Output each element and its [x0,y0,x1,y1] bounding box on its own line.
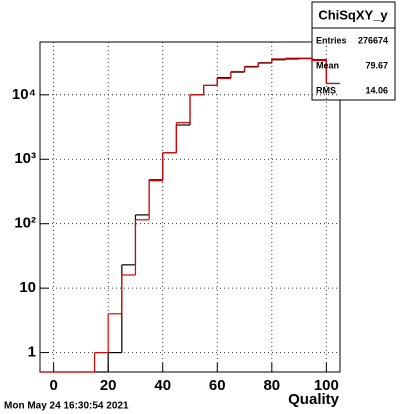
y-tick-label: 1 [28,344,36,361]
timestamp: Mon May 24 16:30:54 2021 [4,401,129,412]
y-tick-label: 10 [19,279,36,296]
x-tick-label: 80 [263,377,280,394]
y-tick-label: 10⁴ [12,86,36,103]
stats-label: RMS [316,85,336,95]
plot-frame [39,41,341,373]
stats-value: 14.06 [365,85,388,95]
x-tick-label: 20 [100,377,117,394]
stats-value: 79.67 [365,60,388,70]
stats-label: Entries [316,35,347,45]
y-tick-label: 10³ [14,150,36,167]
x-tick-label: 40 [154,377,171,394]
stats-box [311,1,396,101]
x-tick-label: 100 [314,377,339,394]
stats-value: 276674 [358,35,388,45]
stats-label: Mean [316,60,339,70]
x-tick-label: 60 [209,377,226,394]
x-axis-label: Quality [288,391,340,408]
x-tick-label: 0 [49,377,57,394]
y-tick-label: 10² [14,215,36,232]
stats-title: ChiSqXY_y [318,7,388,22]
